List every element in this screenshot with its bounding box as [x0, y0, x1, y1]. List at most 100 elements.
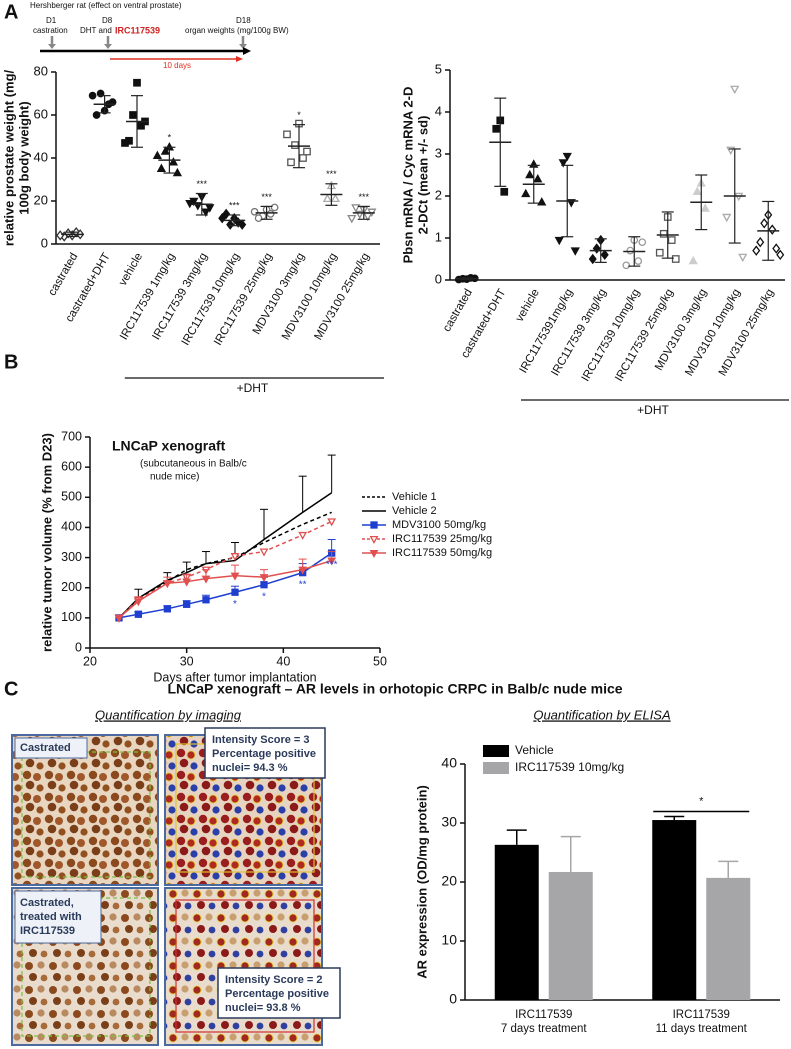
- data-point: [303, 147, 311, 156]
- positive-nuclei: nuclei= 93.8 %: [225, 1002, 301, 1014]
- data-point: [655, 248, 664, 257]
- data-point: [592, 243, 601, 254]
- x-tick-label: 20: [83, 654, 97, 668]
- significance: ***: [229, 200, 240, 210]
- section-title: Quantification by imaging: [95, 707, 242, 722]
- significance: ***: [197, 179, 208, 189]
- positive-nuclei: nuclei= 94.3 %: [212, 762, 288, 774]
- y-axis-label: AR expression (OD/mg protein): [414, 785, 429, 979]
- y-axis-label: 100g body weight): [16, 101, 31, 214]
- y-tick-label: 100: [61, 610, 82, 624]
- data-point: [638, 238, 647, 247]
- data-point: [92, 111, 101, 119]
- data-point: [298, 566, 308, 575]
- data-point: [588, 253, 597, 265]
- data-point: [558, 159, 568, 168]
- legend-marker: [369, 549, 379, 558]
- panel-title: LNCaP xenograft – AR levels in orhotopic…: [167, 681, 622, 697]
- x-tick-label: IRC117539 10mg/kg: [180, 251, 243, 348]
- data-point: [114, 614, 124, 623]
- y-tick-label: 200: [61, 580, 82, 594]
- x-tick-label: castrated: [46, 251, 80, 298]
- x-tick-label: vehicle: [117, 251, 145, 288]
- data-point: [492, 124, 501, 133]
- legend-label: IRC117539 25mg/kg: [392, 533, 492, 545]
- series-line: [118, 511, 332, 619]
- data-point: [238, 219, 247, 230]
- data-point: [570, 247, 580, 256]
- y-tick-label: 30: [441, 814, 457, 830]
- data-point: [270, 203, 279, 212]
- significance: *: [262, 591, 266, 602]
- data-point: [351, 204, 361, 213]
- data-point: [730, 85, 740, 95]
- data-point: [600, 249, 609, 261]
- positive-nuclei: Percentage positive: [212, 748, 316, 760]
- timeline-arrows: [40, 36, 251, 62]
- data-point: [772, 243, 781, 254]
- y-tick-label: 600: [61, 459, 82, 473]
- y-tick-label: 500: [61, 490, 82, 504]
- data-point: [327, 557, 337, 566]
- data-point: [322, 193, 333, 203]
- section-title: Quantification by ELISA: [533, 707, 670, 722]
- data-point: [299, 154, 307, 162]
- micrographs: [11, 727, 341, 1046]
- data-point: [202, 596, 210, 604]
- timeline-title: Hershberger rat (effect on ventral prost…: [30, 1, 182, 10]
- data-point: [162, 580, 172, 589]
- x-tick-label: IRC117539 11 days treatment: [656, 1009, 748, 1035]
- y-tick-label: 1: [435, 229, 442, 244]
- data-point: [254, 214, 263, 223]
- legend-swatch: [483, 762, 509, 774]
- data-point: [554, 236, 564, 246]
- significance: **: [299, 579, 307, 590]
- data-point: [659, 229, 668, 238]
- timeline-day: D8: [102, 16, 113, 25]
- data-point: [688, 255, 698, 265]
- significance: *: [699, 795, 704, 807]
- data-point: [330, 193, 341, 203]
- data-point: [260, 581, 268, 589]
- data-point: [327, 518, 337, 527]
- data-point: [537, 197, 547, 206]
- legend-marker: [369, 535, 379, 544]
- y-tick-label: 40: [34, 149, 48, 164]
- group-label: +DHT: [637, 403, 669, 417]
- data-point: [183, 600, 191, 608]
- bar: [494, 844, 539, 1000]
- y-tick-label: 3: [435, 145, 442, 160]
- image-label: IRC117539: [20, 925, 75, 937]
- data-point: [347, 214, 357, 224]
- data-point: [667, 236, 676, 244]
- data-point: [525, 169, 535, 179]
- bar: [706, 877, 751, 1000]
- data-point: [756, 236, 765, 248]
- y-tick-label: 10: [441, 932, 457, 948]
- y-axis-label: 2-DCt (mean +/- sd): [415, 116, 430, 235]
- data-point: [134, 610, 142, 618]
- data-point: [230, 572, 240, 581]
- data-point: [692, 186, 702, 196]
- data-point: [298, 531, 308, 540]
- data-point: [160, 146, 171, 155]
- y-tick-label: 400: [61, 520, 82, 534]
- data-point: [222, 208, 231, 220]
- significance: *: [168, 133, 172, 143]
- y-tick-label: 300: [61, 550, 82, 564]
- y-tick-label: 0: [435, 271, 442, 286]
- data-point: [133, 598, 143, 607]
- data-point: [121, 139, 129, 147]
- data-point: [152, 150, 163, 160]
- data-point: [738, 253, 748, 263]
- x-tick-label: IRC117539 7 days treatment: [501, 1009, 587, 1035]
- data-point: [201, 208, 211, 217]
- y-axis-label: relative prostate weight (mg/: [1, 69, 16, 246]
- timeline-event: organ weights (mg/100g BW): [185, 26, 289, 35]
- significance: ***: [261, 192, 272, 202]
- data-point: [752, 245, 761, 256]
- timeline-event: DHT and: [80, 26, 112, 35]
- y-tick-label: 20: [441, 873, 457, 889]
- timeline-event: castration: [33, 26, 68, 35]
